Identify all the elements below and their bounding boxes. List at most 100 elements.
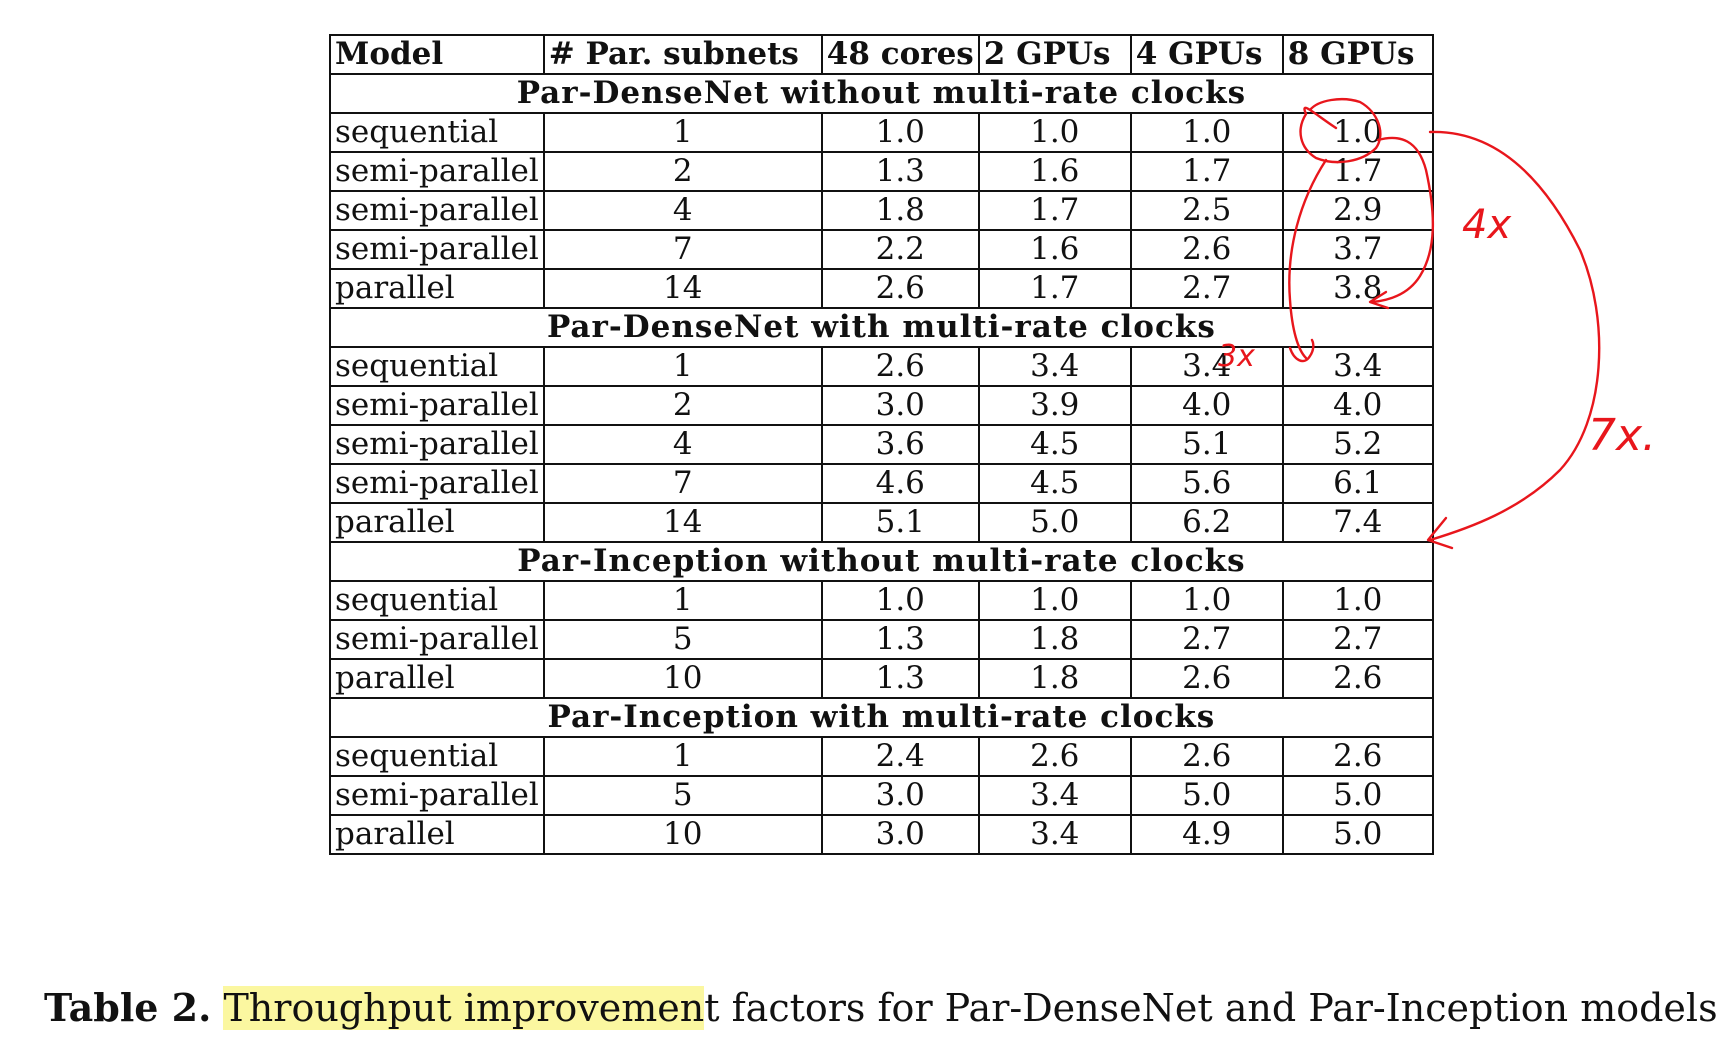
cell-48-cores: 2.6 xyxy=(820,346,980,387)
cell-par-subnets: 4 xyxy=(542,424,823,465)
table-row: sequential 1 2.4 2.6 2.6 2.6 xyxy=(329,736,1434,777)
cell-par-subnets: 14 xyxy=(542,268,823,309)
cell-8-gpus: 1.0 xyxy=(1281,112,1434,153)
cell-48-cores: 2.2 xyxy=(820,229,980,270)
table-caption: Table 2. Throughput improvement factors … xyxy=(44,985,1724,1030)
table-row: semi-parallel 7 4.6 4.5 5.6 6.1 xyxy=(329,463,1434,504)
cell-2-gpus: 1.7 xyxy=(977,190,1132,231)
table-row: semi-parallel 4 3.6 4.5 5.1 5.2 xyxy=(329,424,1434,465)
cell-2-gpus: 5.0 xyxy=(977,502,1132,543)
table-row: sequential 1 2.6 3.4 3.4 3.4 xyxy=(329,346,1434,387)
cell-4-gpus: 4.0 xyxy=(1129,385,1284,426)
header-8-gpus: 8 GPUs xyxy=(1281,34,1434,75)
cell-48-cores: 3.6 xyxy=(820,424,980,465)
table-row: semi-parallel 5 1.3 1.8 2.7 2.7 xyxy=(329,619,1434,660)
table-row: sequential 1 1.0 1.0 1.0 1.0 xyxy=(329,580,1434,621)
header-2-gpus: 2 GPUs xyxy=(977,34,1132,75)
cell-8-gpus: 6.1 xyxy=(1281,463,1434,504)
cell-4-gpus: 2.6 xyxy=(1129,229,1284,270)
cell-2-gpus: 4.5 xyxy=(977,463,1132,504)
header-par-subnets: # Par. subnets xyxy=(542,34,823,75)
cell-2-gpus: 1.6 xyxy=(977,151,1132,192)
cell-par-subnets: 7 xyxy=(542,229,823,270)
header-model: Model xyxy=(329,34,545,75)
cell-model: semi-parallel xyxy=(329,385,545,426)
throughput-table: Model # Par. subnets 48 cores 2 GPUs 4 G… xyxy=(329,34,1434,855)
cell-48-cores: 3.0 xyxy=(820,775,980,816)
section-title: Par-Inception with multi-rate clocks xyxy=(329,697,1434,738)
cell-2-gpus: 3.4 xyxy=(977,775,1132,816)
cell-4-gpus: 1.7 xyxy=(1129,151,1284,192)
cell-8-gpus: 5.0 xyxy=(1281,775,1434,816)
cell-model: sequential xyxy=(329,112,545,153)
cell-4-gpus: 2.6 xyxy=(1129,658,1284,699)
cell-model: semi-parallel xyxy=(329,151,545,192)
table-row: semi-parallel 2 1.3 1.6 1.7 1.7 xyxy=(329,151,1434,192)
cell-par-subnets: 4 xyxy=(542,190,823,231)
cell-8-gpus: 2.7 xyxy=(1281,619,1434,660)
cell-model: semi-parallel xyxy=(329,463,545,504)
section-title: Par-DenseNet without multi-rate clocks xyxy=(329,73,1434,114)
cell-8-gpus: 1.0 xyxy=(1281,580,1434,621)
cell-model: semi-parallel xyxy=(329,775,545,816)
cell-4-gpus: 6.2 xyxy=(1129,502,1284,543)
cell-4-gpus: 2.7 xyxy=(1129,619,1284,660)
cell-8-gpus: 2.6 xyxy=(1281,658,1434,699)
cell-2-gpus: 1.6 xyxy=(977,229,1132,270)
table-row: parallel 10 3.0 3.4 4.9 5.0 xyxy=(329,814,1434,855)
cell-8-gpus: 3.7 xyxy=(1281,229,1434,270)
arrow-7x xyxy=(1428,130,1601,542)
cell-2-gpus: 3.4 xyxy=(977,346,1132,387)
cell-par-subnets: 5 xyxy=(542,619,823,660)
cell-model: sequential xyxy=(329,580,545,621)
cell-4-gpus: 5.6 xyxy=(1129,463,1284,504)
annotation-7x: 7x. xyxy=(1588,410,1656,461)
cell-48-cores: 3.0 xyxy=(820,814,980,855)
cell-model: semi-parallel xyxy=(329,229,545,270)
cell-2-gpus: 1.8 xyxy=(977,619,1132,660)
cell-par-subnets: 1 xyxy=(542,736,823,777)
cell-8-gpus: 3.4 xyxy=(1281,346,1434,387)
annotation-4x: 4x xyxy=(1462,202,1511,248)
section-title: Par-Inception without multi-rate clocks xyxy=(329,541,1434,582)
cell-4-gpus: 2.5 xyxy=(1129,190,1284,231)
cell-48-cores: 1.3 xyxy=(820,658,980,699)
table-row: semi-parallel 4 1.8 1.7 2.5 2.9 xyxy=(329,190,1434,231)
table-header-row: Model # Par. subnets 48 cores 2 GPUs 4 G… xyxy=(329,34,1434,75)
cell-par-subnets: 1 xyxy=(542,112,823,153)
table-row: semi-parallel 2 3.0 3.9 4.0 4.0 xyxy=(329,385,1434,426)
cell-4-gpus: 1.0 xyxy=(1129,580,1284,621)
cell-2-gpus: 1.0 xyxy=(977,580,1132,621)
cell-par-subnets: 10 xyxy=(542,814,823,855)
table-row: parallel 10 1.3 1.8 2.6 2.6 xyxy=(329,658,1434,699)
cell-model: parallel xyxy=(329,814,545,855)
cell-8-gpus: 7.4 xyxy=(1281,502,1434,543)
cell-48-cores: 2.4 xyxy=(820,736,980,777)
caption-text: t factors for Par-DenseNet and Par-Incep… xyxy=(704,986,1718,1030)
cell-48-cores: 1.0 xyxy=(820,112,980,153)
cell-8-gpus: 4.0 xyxy=(1281,385,1434,426)
cell-8-gpus: 1.7 xyxy=(1281,151,1434,192)
section-header-row: Par-Inception without multi-rate clocks xyxy=(329,541,1434,582)
cell-model: parallel xyxy=(329,268,545,309)
section-header-row: Par-DenseNet without multi-rate clocks xyxy=(329,73,1434,114)
section-title: Par-DenseNet with multi-rate clocks xyxy=(329,307,1434,348)
cell-4-gpus: 1.0 xyxy=(1129,112,1284,153)
cell-48-cores: 1.3 xyxy=(820,619,980,660)
cell-model: semi-parallel xyxy=(329,619,545,660)
header-4-gpus: 4 GPUs xyxy=(1129,34,1284,75)
cell-8-gpus: 5.2 xyxy=(1281,424,1434,465)
caption-highlight: Throughput improvemen xyxy=(223,986,705,1030)
cell-par-subnets: 2 xyxy=(542,385,823,426)
caption-label: Table 2. xyxy=(44,985,212,1030)
cell-model: sequential xyxy=(329,346,545,387)
cell-48-cores: 3.0 xyxy=(820,385,980,426)
cell-model: parallel xyxy=(329,658,545,699)
cell-48-cores: 2.6 xyxy=(820,268,980,309)
cell-model: parallel xyxy=(329,502,545,543)
cell-4-gpus: 2.7 xyxy=(1129,268,1284,309)
cell-model: semi-parallel xyxy=(329,190,545,231)
cell-par-subnets: 5 xyxy=(542,775,823,816)
table-row: parallel 14 2.6 1.7 2.7 3.8 xyxy=(329,268,1434,309)
cell-2-gpus: 2.6 xyxy=(977,736,1132,777)
